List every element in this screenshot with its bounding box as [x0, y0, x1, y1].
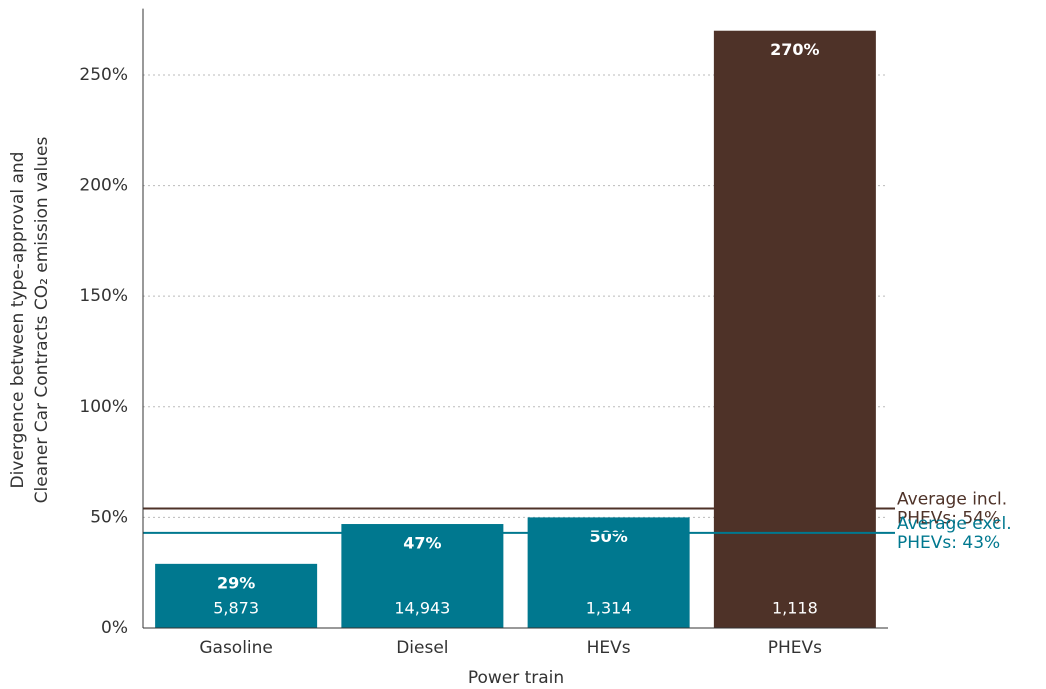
sample-size-label: 1,118 [772, 599, 818, 618]
reference-label: Average excl. [897, 514, 1012, 534]
sample-size-label: 14,943 [394, 599, 450, 618]
reference-label: PHEVs: 54% [897, 509, 1000, 529]
y-axis-title: Divergence between type-approval and [8, 152, 28, 489]
bar [341, 524, 504, 628]
y-tick-label: 0% [101, 618, 128, 638]
bar [155, 563, 318, 628]
y-tick-label: 50% [90, 507, 128, 527]
bar [527, 517, 690, 628]
y-tick-label: 200% [79, 176, 128, 196]
y-axis-title: Cleaner Car Contracts CO₂ emission value… [32, 137, 52, 504]
value-label: 270% [770, 40, 819, 59]
x-tick-label: HEVs [587, 638, 631, 658]
x-tick-label: Gasoline [199, 638, 273, 658]
sample-size-label: 1,314 [586, 599, 632, 618]
bar [713, 30, 876, 628]
x-tick-label: PHEVs [768, 638, 822, 658]
value-label: 47% [403, 534, 441, 553]
value-label: 29% [217, 573, 255, 592]
y-tick-label: 150% [79, 286, 128, 306]
y-tick-label: 100% [79, 397, 128, 417]
reference-label: PHEVs: 43% [897, 533, 1000, 553]
y-tick-label: 250% [79, 65, 128, 85]
x-axis-title: Power train [468, 668, 564, 688]
sample-size-label: 5,873 [213, 599, 259, 618]
reference-label: Average incl. [897, 490, 1007, 510]
x-tick-label: Diesel [396, 638, 448, 658]
value-label: 50% [589, 527, 627, 546]
